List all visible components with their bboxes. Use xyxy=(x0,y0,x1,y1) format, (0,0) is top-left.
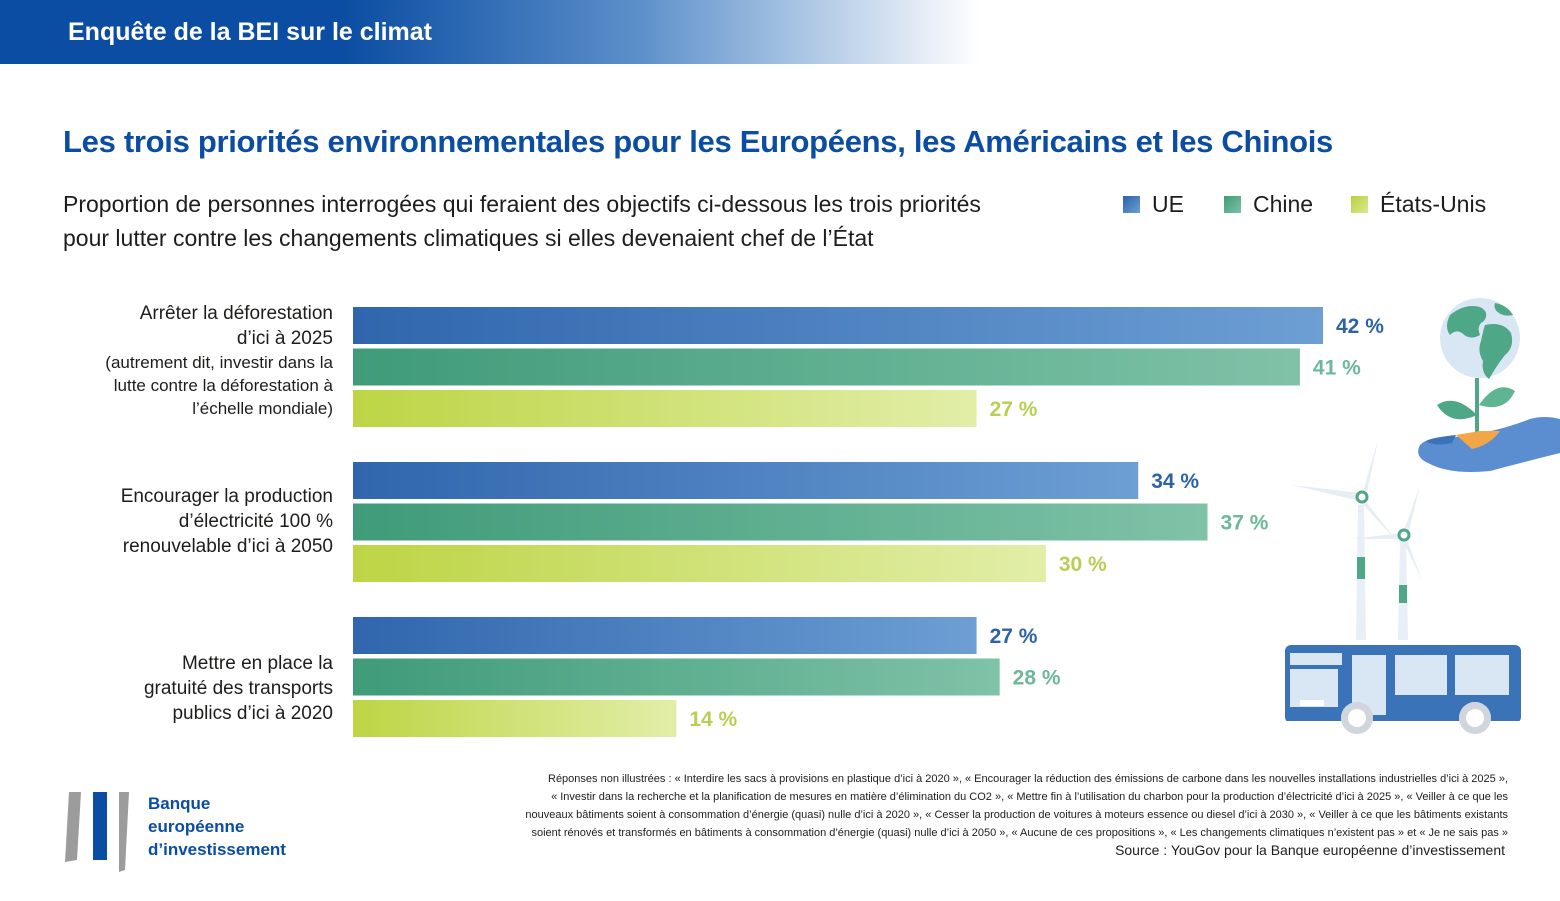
footnote-line: « Investir dans la recherche et la plani… xyxy=(551,791,1508,803)
bar-chine-2 xyxy=(353,503,1208,541)
category-line: Arrêter la déforestation xyxy=(139,303,333,324)
bar-ue-3 xyxy=(353,617,977,654)
subtitle-line: Proportion de personnes interrogées qui … xyxy=(63,191,981,217)
footnote-line: nouveaux bâtiments soient à consommation… xyxy=(525,809,1508,821)
bar-label-etats-unis-3: 14 % xyxy=(689,708,737,731)
globe-icon xyxy=(1440,298,1520,379)
chart-subtitle: Proportion de personnes interrogées qui … xyxy=(63,187,1093,255)
category-subline: l’échelle mondiale) xyxy=(192,399,333,418)
footnote: Réponses non illustrées : « Interdire le… xyxy=(428,770,1508,842)
wind-turbine-icon xyxy=(1292,440,1422,640)
source-note: Source : YouGov pour la Banque européenn… xyxy=(1115,842,1505,858)
category-subline: lutte contre la déforestation à xyxy=(113,376,333,395)
category-line: publics d’ici à 2020 xyxy=(172,703,333,724)
footnote-line: Réponses non illustrées : « Interdire le… xyxy=(548,773,1508,785)
bar-label-chine-2: 37 % xyxy=(1221,512,1269,535)
bar-chine-3 xyxy=(353,658,1000,696)
legend-label-etats-unis: États-Unis xyxy=(1380,191,1487,217)
category-subline: (autrement dit, investir dans la xyxy=(105,353,333,372)
header-band xyxy=(0,0,980,64)
bar-etats-unis-3 xyxy=(353,700,677,737)
category-line: Mettre en place la xyxy=(181,653,333,674)
hand-icon xyxy=(1418,417,1560,472)
chart-title: Les trois priorités environnementales po… xyxy=(63,124,1333,159)
legend-item-etats-unis: États-Unis xyxy=(1351,191,1486,218)
bar-label-ue-2: 34 % xyxy=(1151,470,1199,493)
footnote-line: soient rénovés et transformés en bâtimen… xyxy=(531,827,1508,839)
legend-item-ue: UE xyxy=(1123,191,1184,218)
subtitle-line: pour lutter contre les changements clima… xyxy=(63,225,874,251)
logo-line: d’investissement xyxy=(148,840,286,859)
bar-label-ue-3: 27 % xyxy=(990,625,1038,648)
category-label-2: Encourager la production d’électricité 1… xyxy=(121,484,333,559)
legend: UE Chine États-Unis xyxy=(1123,191,1503,219)
bar-chart: 42 % 34 % 27 % 41 % 37 % 28 % 27 % 30 % 14 % xyxy=(353,307,1384,737)
bar-label-chine-3: 28 % xyxy=(1013,667,1061,690)
legend-swatch-etats-unis xyxy=(1351,196,1368,213)
illustration xyxy=(1285,298,1560,734)
plant-icon xyxy=(1437,378,1515,433)
category-line: Encourager la production xyxy=(120,486,333,507)
category-line: d’électricité 100 % xyxy=(178,511,333,532)
bar-etats-unis-1 xyxy=(353,390,977,427)
legend-label-chine: Chine xyxy=(1253,191,1314,217)
bus-icon xyxy=(1285,645,1521,734)
bar-label-ue-1: 42 % xyxy=(1336,315,1384,338)
logo-line: européenne xyxy=(148,817,245,836)
legend-swatch-chine xyxy=(1224,196,1241,213)
bar-ue-1 xyxy=(353,307,1323,344)
bar-label-etats-unis-1: 27 % xyxy=(990,398,1038,421)
bar-label-etats-unis-2: 30 % xyxy=(1059,553,1107,576)
category-label-3: Mettre en place la gratuité des transpor… xyxy=(144,651,333,726)
legend-label-ue: UE xyxy=(1152,191,1184,217)
category-line: gratuité des transports xyxy=(143,678,333,699)
category-label-1: Arrêter la déforestation d’ici à 2025 (a… xyxy=(105,301,333,420)
bar-label-chine-1: 41 % xyxy=(1313,357,1361,380)
logo-mark xyxy=(65,792,129,872)
logo-text: Banque européenne d’investissement xyxy=(148,792,286,861)
logo-line: Banque xyxy=(148,794,211,813)
category-line: d’ici à 2025 xyxy=(236,328,333,349)
header-title: Enquête de la BEI sur le climat xyxy=(68,18,433,46)
bar-etats-unis-2 xyxy=(353,545,1046,582)
bar-ue-2 xyxy=(353,462,1139,499)
legend-swatch-ue xyxy=(1123,196,1140,213)
legend-item-chine: Chine xyxy=(1224,191,1313,218)
category-line: renouvelable d’ici à 2050 xyxy=(122,536,333,557)
bar-chine-1 xyxy=(353,348,1300,386)
